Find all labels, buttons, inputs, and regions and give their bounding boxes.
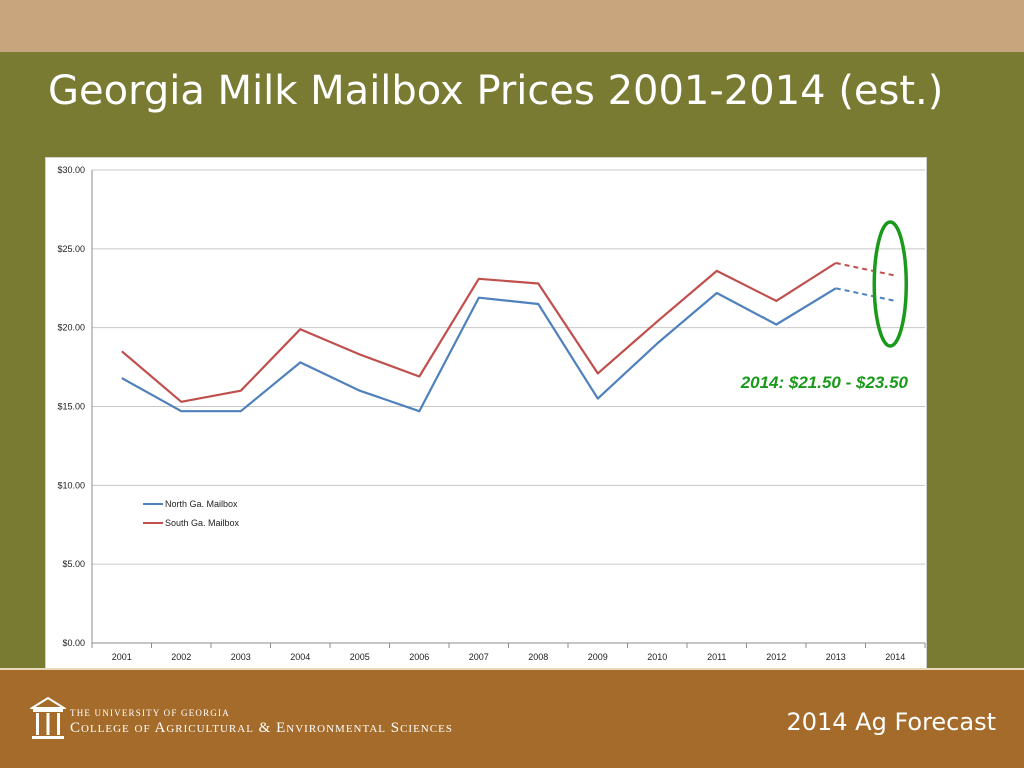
x-tick-label: 2004	[290, 652, 310, 662]
forecast-label: 2014 Ag Forecast	[786, 708, 996, 736]
y-tick-label: $25.00	[57, 244, 85, 254]
x-tick-label: 2011	[707, 652, 726, 662]
x-tick-label: 2013	[826, 652, 846, 662]
arch-icon	[30, 696, 66, 739]
line-chart: $0.00 $5.00 $10.00 $15.00 $20.00 $25.00 $30.00…	[57, 165, 926, 662]
series-estimate-north	[835, 287, 896, 302]
x-tick-label: 2012	[766, 652, 786, 662]
y-tick-label: $15.00	[57, 402, 85, 412]
highlight-ellipse	[872, 220, 908, 348]
footer: THE UNIVERSITY OF GEORGIA College of Agr…	[0, 670, 1024, 768]
chart-panel: $0.00 $5.00 $10.00 $15.00 $20.00 $25.00 $30.00…	[45, 157, 927, 669]
slide-title: Georgia Milk Mailbox Prices 2001-2014 (e…	[48, 68, 944, 114]
y-tick-label: $30.00	[57, 165, 85, 175]
x-tick-label: 2010	[647, 652, 667, 662]
x-tick-label: 2003	[231, 652, 251, 662]
legend-label: North Ga. Mailbox	[165, 499, 238, 509]
x-tick-label: 2002	[171, 652, 191, 662]
x-tick-label: 2014	[885, 652, 905, 662]
legend-label: South Ga. Mailbox	[165, 518, 240, 528]
x-tick-label: 2005	[350, 652, 370, 662]
y-tick-label: $10.00	[57, 480, 85, 490]
footer-divider	[0, 668, 1024, 670]
x-tick-label: 2008	[528, 652, 548, 662]
series-estimate-south	[835, 262, 896, 277]
x-tick-label: 2009	[588, 652, 608, 662]
x-tick-label: 2006	[409, 652, 429, 662]
college-name: College of Agricultural & Environmental …	[70, 720, 453, 736]
estimate-annotation: 2014: $21.50 - $23.50	[740, 373, 909, 392]
series-line-north	[121, 287, 837, 413]
y-tick-label: $20.00	[57, 323, 85, 333]
series-line-south	[121, 262, 837, 403]
top-band	[0, 0, 1024, 52]
university-name: THE UNIVERSITY OF GEORGIA	[70, 708, 230, 718]
y-tick-label: $5.00	[62, 559, 85, 569]
y-tick-label: $0.00	[62, 638, 85, 648]
x-tick-label: 2007	[469, 652, 489, 662]
x-tick-label: 2001	[112, 652, 132, 662]
